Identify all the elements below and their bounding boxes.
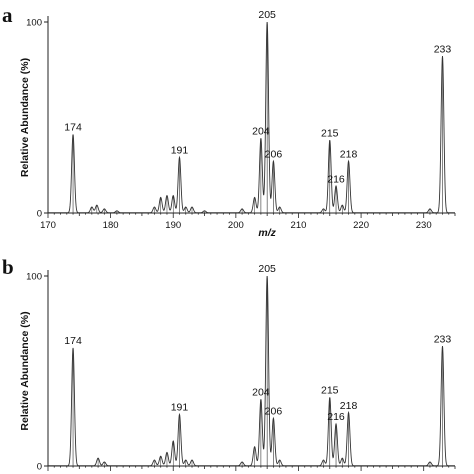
y-axis-label: Relative Abundance (%) — [19, 58, 31, 177]
peak-label-206: 206 — [265, 406, 283, 418]
x-tick-label: 220 — [353, 220, 369, 231]
peak-label-215: 215 — [321, 385, 339, 397]
peak-label-205: 205 — [258, 263, 276, 275]
x-tick-label: 230 — [416, 220, 432, 231]
spectrum-trace — [48, 21, 455, 214]
peak-label-204: 204 — [252, 126, 270, 138]
spectrum-trace — [48, 275, 455, 467]
spectrum-panel-a: a 0 100 170 180 190 200 210 220 230 Relative Abund… — [2, 3, 456, 239]
peak-label-218: 218 — [340, 400, 358, 412]
spectrum-panel-b: b0100170180190200210220230Relative Abund… — [2, 255, 456, 474]
y-tick-label: 0 — [37, 462, 42, 473]
y-tick-label: 100 — [26, 272, 42, 283]
y-tick-label: 0 — [37, 209, 42, 220]
x-tick-label: 190 — [165, 220, 181, 231]
peak-label-215: 215 — [321, 127, 339, 139]
peak-label-205: 205 — [258, 9, 276, 21]
y-axis-label: Relative Abundance (%) — [19, 311, 31, 430]
y-tick-label: 100 — [26, 18, 42, 29]
peak-label-206: 206 — [265, 148, 283, 160]
peak-label-191: 191 — [171, 145, 189, 157]
peak-label-233: 233 — [434, 43, 452, 55]
x-tick-label: 170 — [40, 220, 56, 231]
x-tick-label: 200 — [228, 220, 244, 231]
peak-label-216: 216 — [327, 411, 345, 423]
peak-label-233: 233 — [434, 333, 452, 345]
x-tick-label: 180 — [103, 220, 119, 231]
peak-label-174: 174 — [64, 335, 82, 347]
x-tick-label: 210 — [291, 220, 307, 231]
x-axis-label: m/z — [258, 227, 276, 239]
peak-label-218: 218 — [340, 148, 358, 160]
peak-label-216: 216 — [327, 173, 345, 185]
peak-label-204: 204 — [252, 387, 270, 399]
peak-label-174: 174 — [64, 122, 82, 134]
panel-letter: b — [2, 255, 14, 279]
panel-letter: a — [2, 3, 13, 27]
peak-label-191: 191 — [171, 402, 189, 414]
